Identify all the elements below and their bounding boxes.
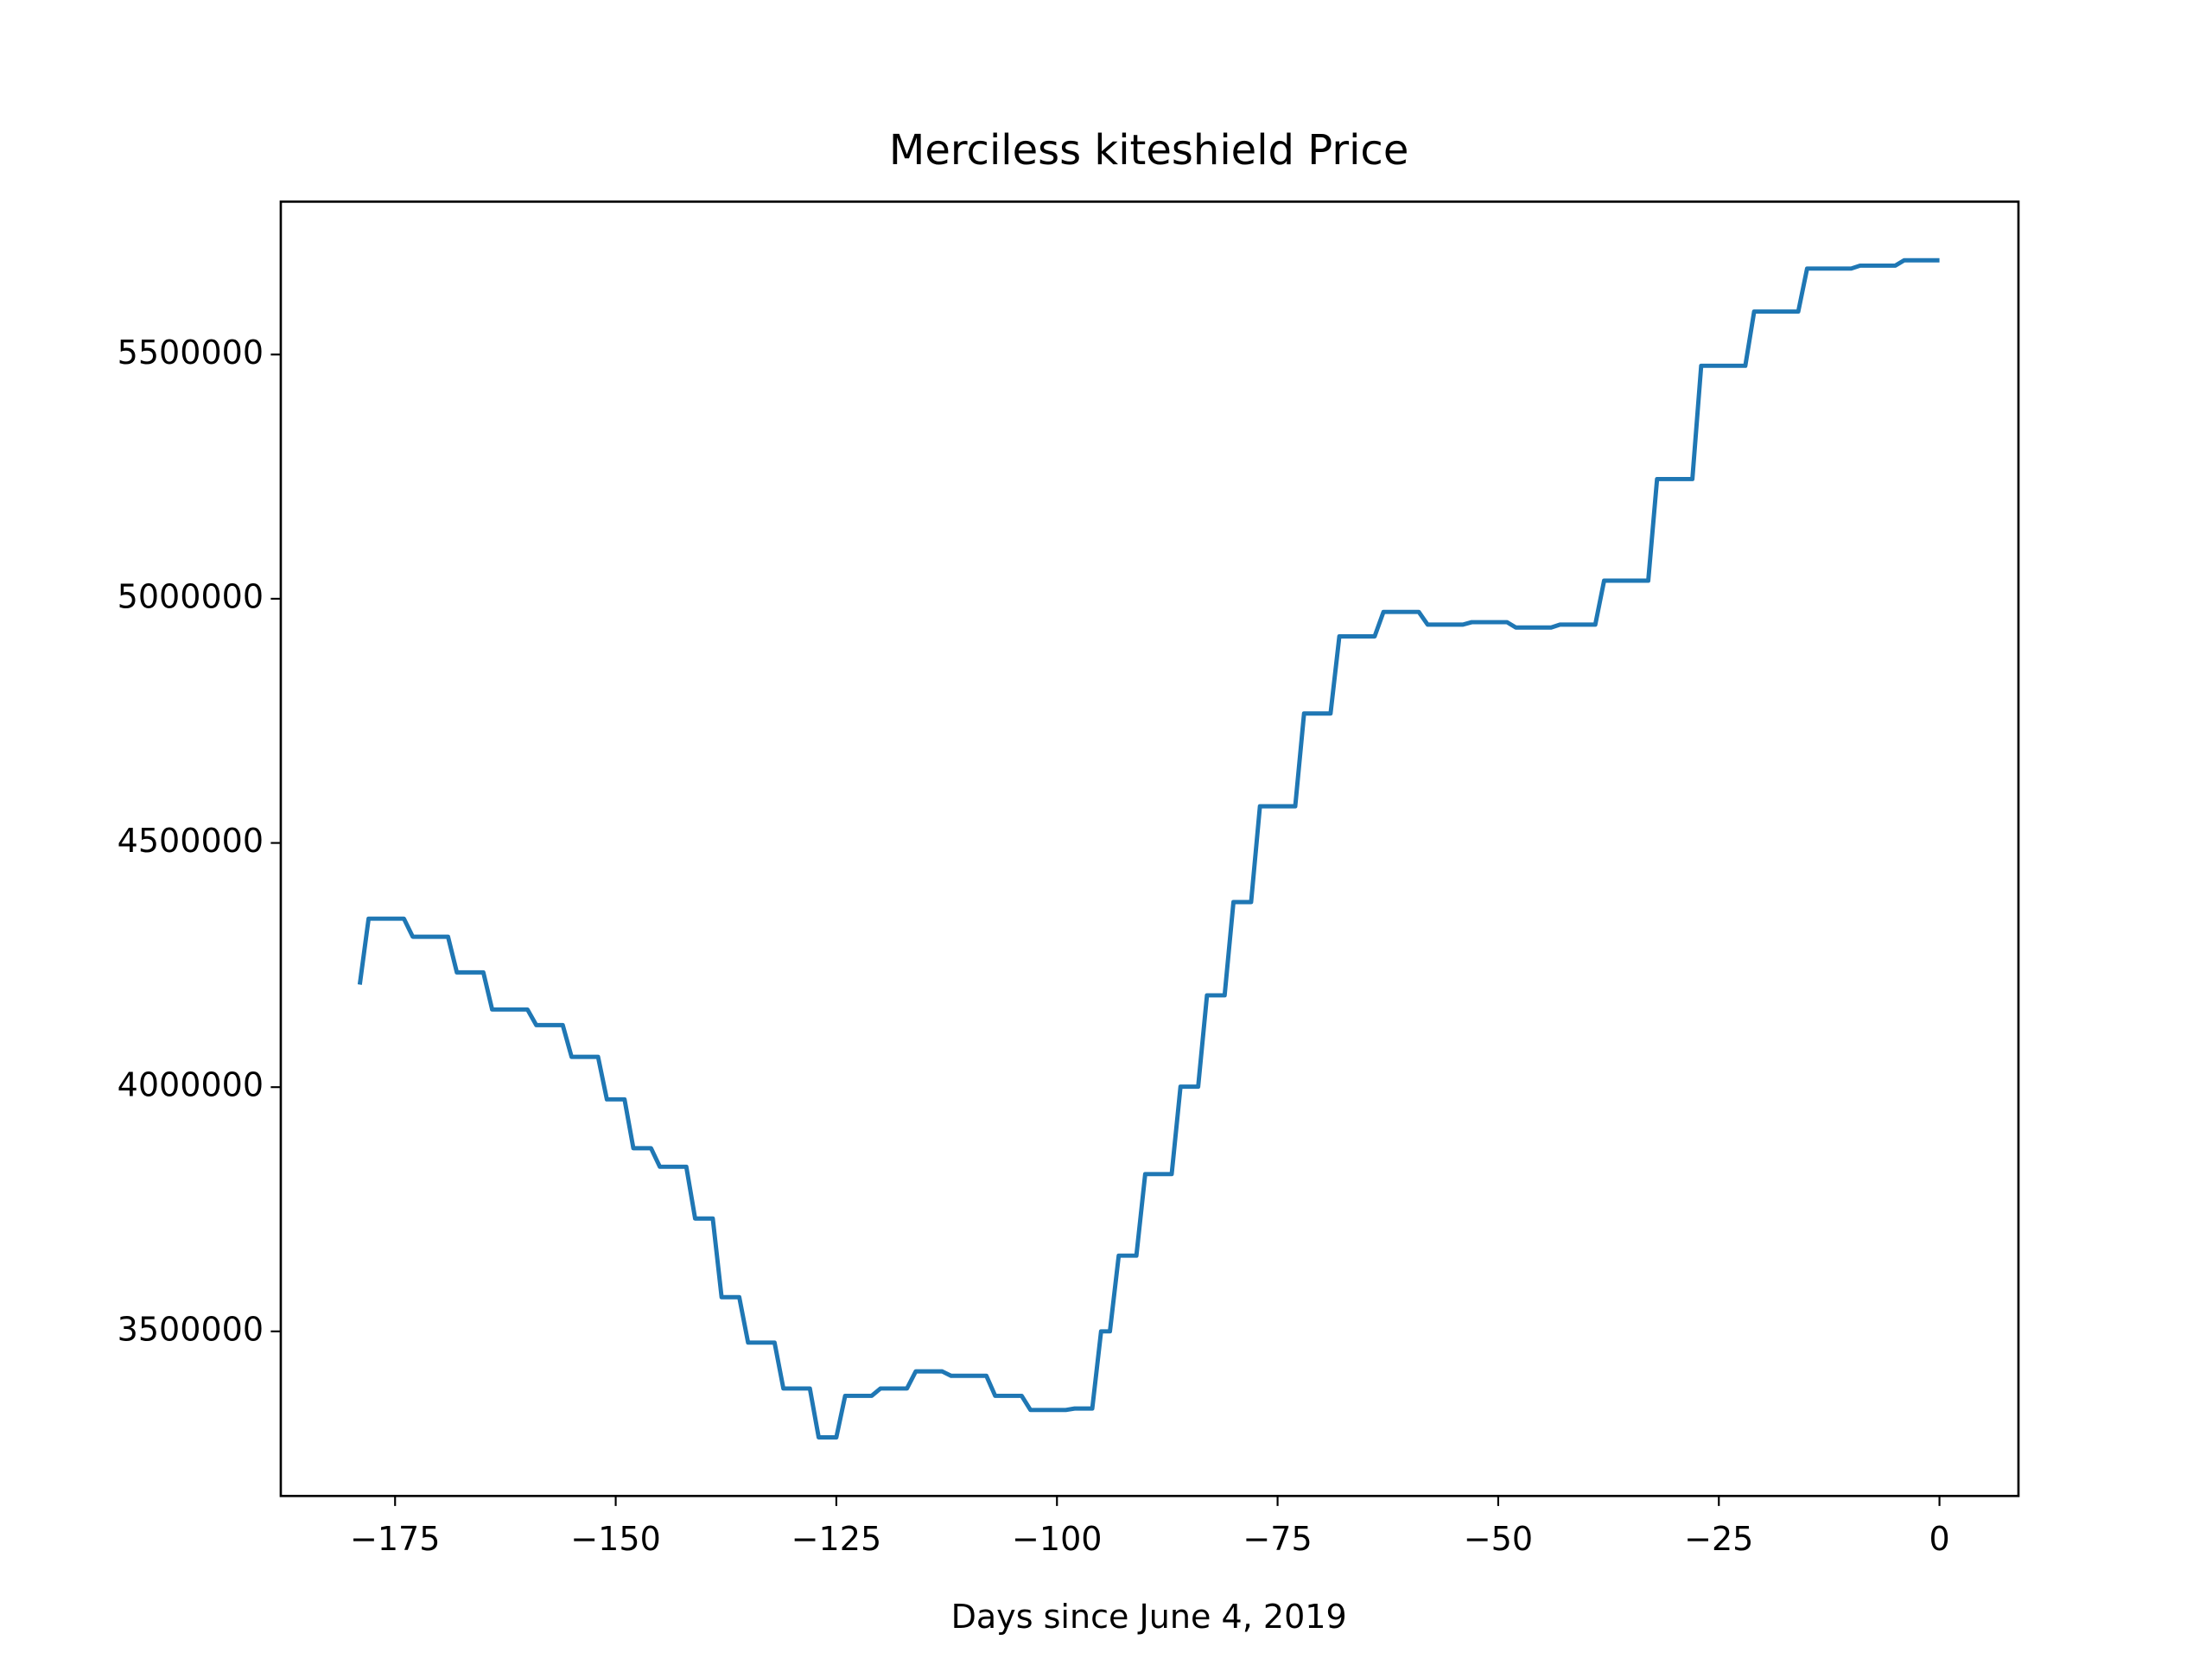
x-axis-label: Days since June 4, 2019 (951, 1598, 1347, 1636)
chart-title: Merciless kiteshield Price (889, 126, 1408, 175)
x-tick-label: −125 (791, 1520, 882, 1558)
y-tick-label: 3500000 (118, 1310, 264, 1348)
y-tick-label: 5500000 (118, 334, 264, 372)
y-tick-label: 4500000 (118, 822, 264, 860)
x-tick-label: −50 (1464, 1520, 1533, 1558)
y-tick-label: 5000000 (118, 577, 264, 615)
x-tick-label: −100 (1012, 1520, 1103, 1558)
plot-frame (279, 200, 2020, 1497)
price-line (357, 257, 1940, 1440)
x-tick-label: −75 (1243, 1520, 1312, 1558)
x-tick-label: −150 (570, 1520, 661, 1558)
y-tick-label: 4000000 (118, 1066, 264, 1104)
x-tick-label: −175 (350, 1520, 441, 1558)
x-tick-label: 0 (1929, 1520, 1949, 1558)
x-tick-label: −25 (1684, 1520, 1753, 1558)
